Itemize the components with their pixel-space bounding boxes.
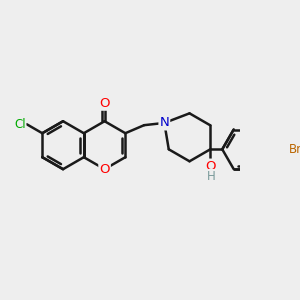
Text: O: O [99,163,110,176]
Text: Br: Br [289,143,300,156]
Text: Cl: Cl [14,118,26,131]
Text: O: O [99,97,110,110]
Text: H: H [207,170,216,183]
Text: O: O [205,160,215,172]
Text: N: N [160,116,169,129]
